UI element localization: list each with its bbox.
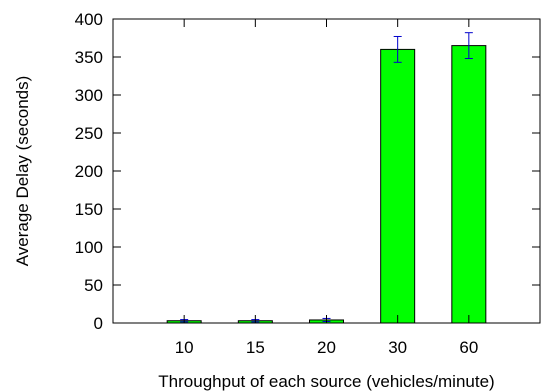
y-axis-label: Average Delay (seconds) <box>13 76 32 267</box>
bar-60 <box>451 45 487 324</box>
y-tick-label: 400 <box>75 10 103 29</box>
x-axis-label: Throughput of each source (vehicles/minu… <box>158 372 494 391</box>
x-tick-label: 10 <box>175 338 194 357</box>
x-tick-label: 60 <box>459 338 478 357</box>
error-bar-60 <box>464 32 473 60</box>
y-tick-label: 150 <box>75 200 103 219</box>
bar-30 <box>380 48 416 324</box>
y-tick-label: 250 <box>75 124 103 143</box>
y-tick-label: 300 <box>75 86 103 105</box>
x-tick-label: 15 <box>246 338 265 357</box>
x-tick-label: 30 <box>388 338 407 357</box>
y-tick-label: 50 <box>84 276 103 295</box>
y-axis-ticks: 0 50 100 150 200 250 300 350 400 <box>75 10 540 333</box>
y-tick-label: 100 <box>75 238 103 257</box>
y-tick-label: 0 <box>94 314 103 333</box>
bars-layer <box>166 45 487 324</box>
error-bars-layer <box>180 32 473 323</box>
y-tick-label: 350 <box>75 48 103 67</box>
y-tick-label: 200 <box>75 162 103 181</box>
error-bar-30 <box>393 35 402 63</box>
x-tick-label: 20 <box>317 338 336 357</box>
x-axis-ticks: 10 15 20 30 60 <box>175 19 478 357</box>
